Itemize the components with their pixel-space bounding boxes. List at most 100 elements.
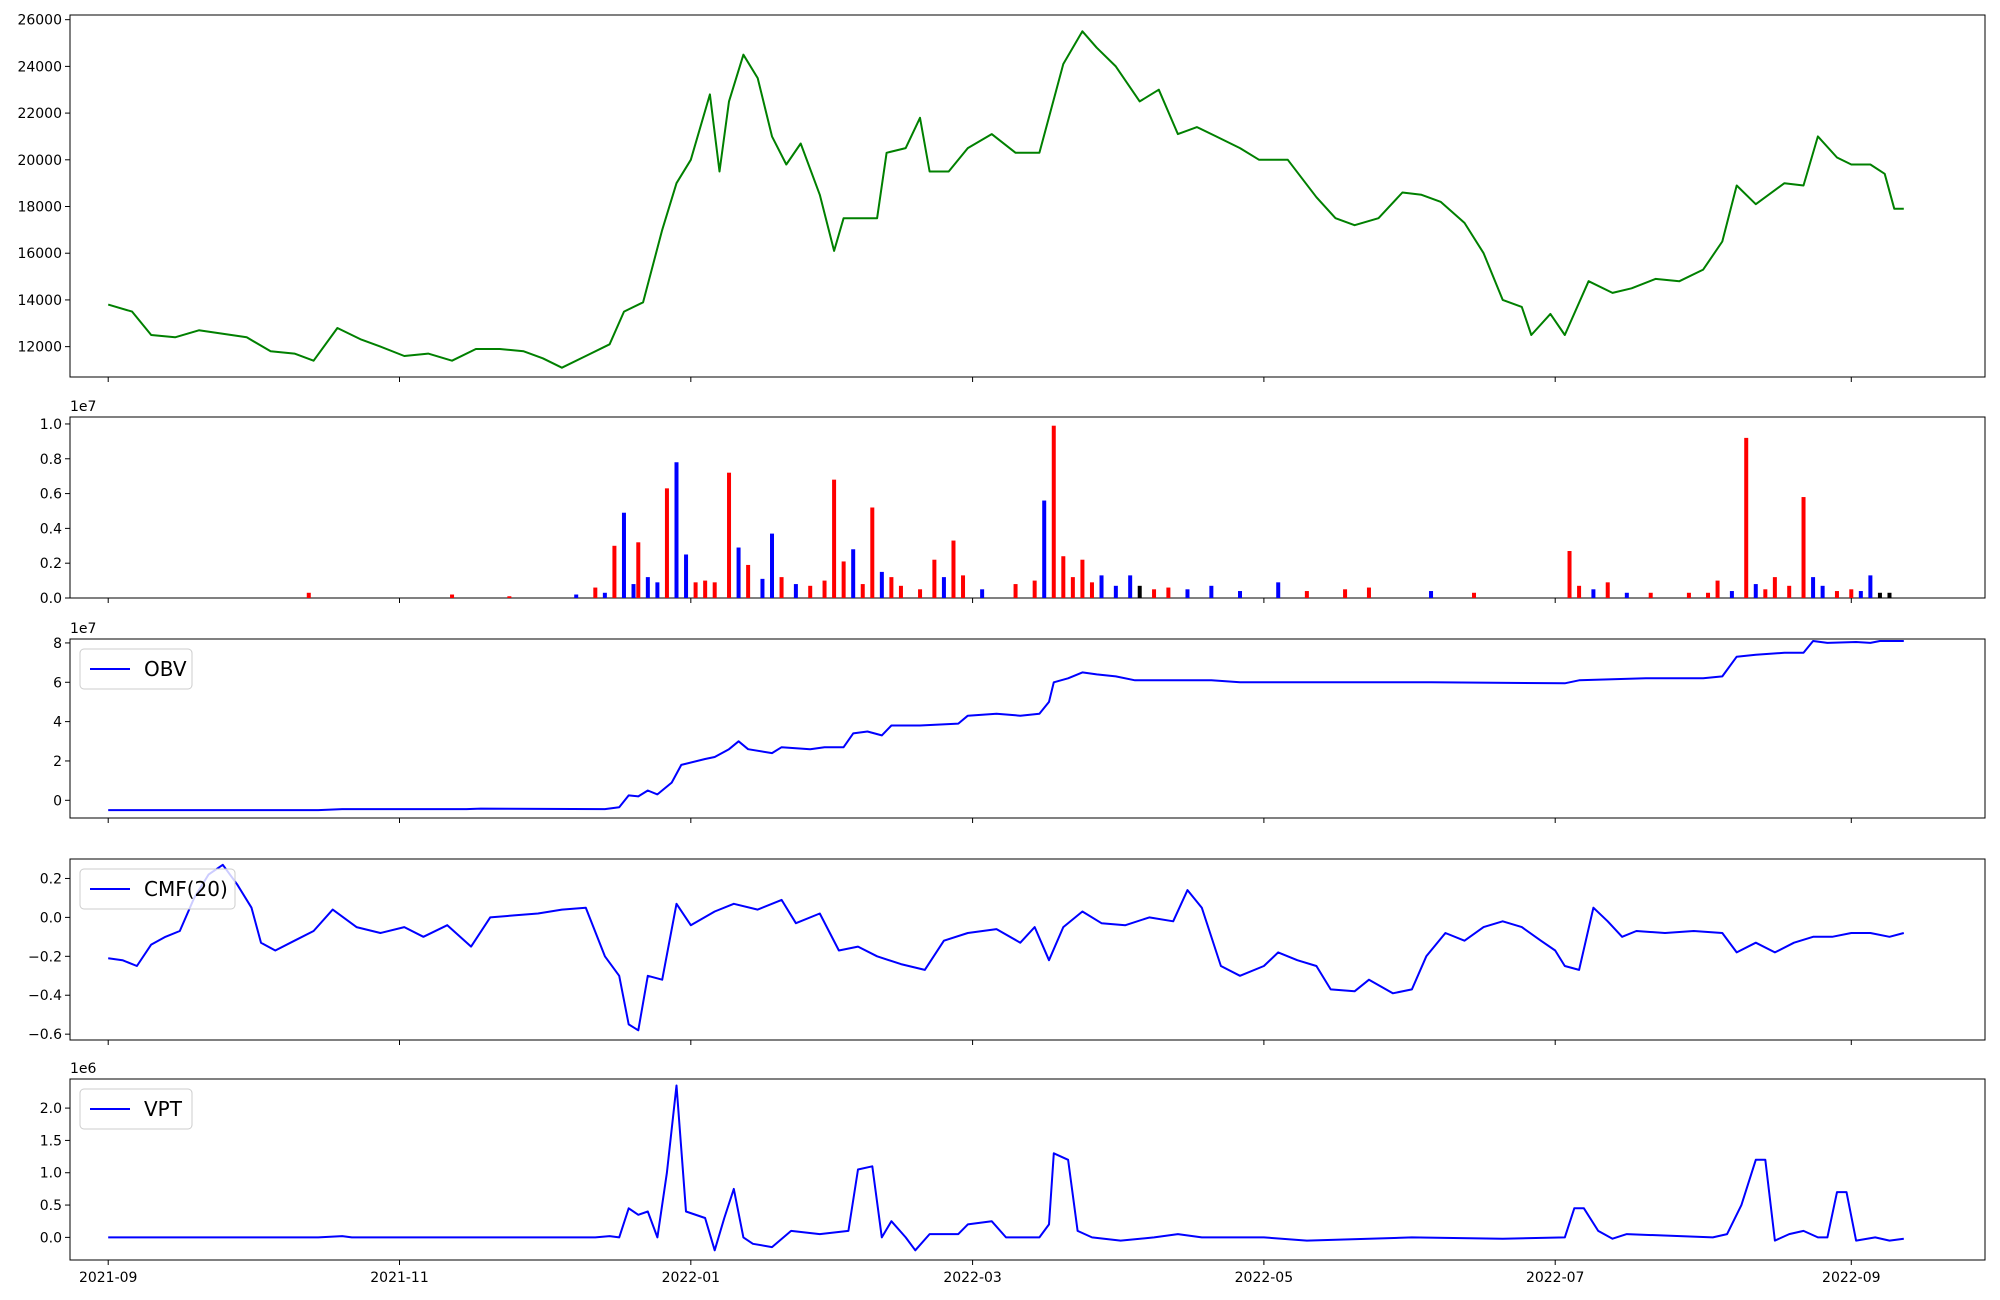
obv-exponent-label: 1e7 — [70, 621, 96, 637]
volume-bar — [507, 596, 512, 598]
volume-bar — [822, 580, 827, 598]
obv-legend-label: OBV — [144, 657, 187, 681]
volume-bar — [1811, 577, 1816, 598]
volume-bar — [1137, 585, 1142, 598]
volume-bar — [980, 589, 985, 598]
volume-bar — [1567, 551, 1572, 598]
volume-bar — [1820, 585, 1825, 598]
volume-bar — [870, 507, 875, 598]
volume-bar — [1772, 577, 1777, 598]
volume-bar — [1013, 584, 1018, 598]
volume-bar — [770, 533, 775, 598]
xtick-label: 2021-09 — [79, 1270, 138, 1286]
volume-bar — [693, 582, 698, 598]
volume-bar — [1185, 589, 1190, 598]
vpt-panel: 0.0 0.5 1.0 1.5 2.0 1e6 2021-09 2021-11 2022-01 2… — [40, 1061, 1986, 1286]
volume-bar — [1089, 582, 1094, 598]
volume-ytick-label: 0.0 — [40, 591, 62, 607]
xtick-label: 2021-11 — [370, 1270, 429, 1286]
volume-bar — [1042, 500, 1047, 598]
obv-ytick-label: 2 — [53, 754, 62, 770]
volume-bar — [1887, 592, 1892, 598]
volume-bar — [1591, 589, 1596, 598]
volume-bar — [1152, 589, 1157, 598]
obv-axes-frame — [69, 638, 1986, 819]
volume-bar — [1238, 591, 1243, 598]
volume-bar — [1763, 589, 1768, 598]
volume-bar — [808, 585, 813, 598]
volume-bar — [1070, 577, 1075, 598]
volume-bar — [612, 545, 617, 598]
obv-ytick-label: 6 — [53, 675, 62, 691]
vpt-ytick-label: 0.5 — [40, 1198, 62, 1214]
cmf-ytick-label: −0.4 — [28, 988, 62, 1004]
volume-bar — [832, 479, 837, 598]
vpt-exponent-label: 1e6 — [70, 1061, 97, 1077]
cmf-series-line — [108, 863, 1905, 1032]
cmf-ytick-label: 0.0 — [40, 910, 62, 926]
obv-panel: 0 2 4 6 8 1e7 OBV — [53, 621, 1986, 823]
volume-bar — [932, 559, 937, 598]
cmf-panel: −0.6 −0.4 −0.2 0.0 0.2 CMF(20) — [28, 858, 1986, 1045]
volume-axes-frame — [69, 416, 1986, 599]
volume-bar — [860, 584, 865, 598]
volume-bar — [1051, 425, 1056, 598]
vpt-legend: VPT — [79, 1088, 193, 1130]
cmf-ytick-label: −0.6 — [28, 1027, 62, 1043]
price-ytick-label: 14000 — [17, 293, 62, 309]
volume-bar — [1209, 585, 1214, 598]
volume-bar — [1686, 592, 1691, 598]
obv-legend: OBV — [79, 648, 193, 690]
volume-bar — [746, 564, 751, 598]
volume-bar — [918, 589, 923, 598]
volume-bar — [951, 540, 956, 598]
volume-bar — [1304, 591, 1309, 598]
price-panel: 12000 14000 16000 18000 20000 22000 24000 26000 — [17, 13, 1986, 382]
volume-bar — [1744, 437, 1749, 598]
volume-bar — [574, 594, 579, 598]
volume-bar — [645, 577, 650, 598]
price-ytick-label: 22000 — [17, 106, 62, 122]
volume-bar — [1429, 591, 1434, 598]
volume-bar — [1624, 592, 1629, 598]
volume-bar — [1276, 582, 1281, 598]
volume-bar — [941, 577, 946, 598]
cmf-legend-label: CMF(20) — [144, 877, 228, 901]
volume-exponent-label: 1e7 — [70, 399, 96, 415]
volume-bar — [450, 594, 455, 598]
volume-bar — [1849, 589, 1854, 598]
xtick-label: 2022-09 — [1822, 1270, 1881, 1286]
volume-ytick-label: 0.2 — [40, 556, 62, 572]
price-ytick-label: 20000 — [17, 153, 62, 169]
volume-bar — [1877, 592, 1882, 598]
volume-bar — [1166, 587, 1171, 598]
volume-ytick-label: 0.6 — [40, 487, 62, 503]
volume-panel: 0.0 0.2 0.4 0.6 0.8 1.0 1e7 — [40, 399, 1986, 607]
volume-bar — [1729, 591, 1734, 598]
price-ytick-label: 12000 — [17, 340, 62, 356]
volume-bar — [736, 547, 741, 598]
price-ytick-label: 18000 — [17, 200, 62, 216]
volume-bar — [631, 584, 636, 598]
volume-bar — [655, 582, 660, 598]
volume-ytick-label: 0.8 — [40, 452, 62, 468]
volume-bar — [1343, 589, 1348, 598]
volume-bar — [664, 488, 669, 598]
volume-bar — [779, 577, 784, 598]
volume-bar — [674, 462, 679, 598]
cmf-ytick-label: 0.2 — [40, 871, 62, 887]
volume-bar — [851, 549, 856, 598]
volume-bar — [889, 577, 894, 598]
xtick-label: 2022-03 — [943, 1270, 1002, 1286]
vpt-legend-box — [79, 1088, 193, 1130]
volume-bar — [1128, 575, 1133, 598]
volume-bar — [712, 582, 717, 598]
volume-bar — [961, 575, 966, 598]
vpt-ytick-label: 0.0 — [40, 1230, 62, 1246]
volume-bar — [1801, 497, 1806, 598]
cmf-legend-box — [79, 868, 236, 910]
volume-bar — [602, 592, 607, 598]
volume-bars — [306, 425, 1892, 598]
volume-bar — [727, 472, 732, 598]
